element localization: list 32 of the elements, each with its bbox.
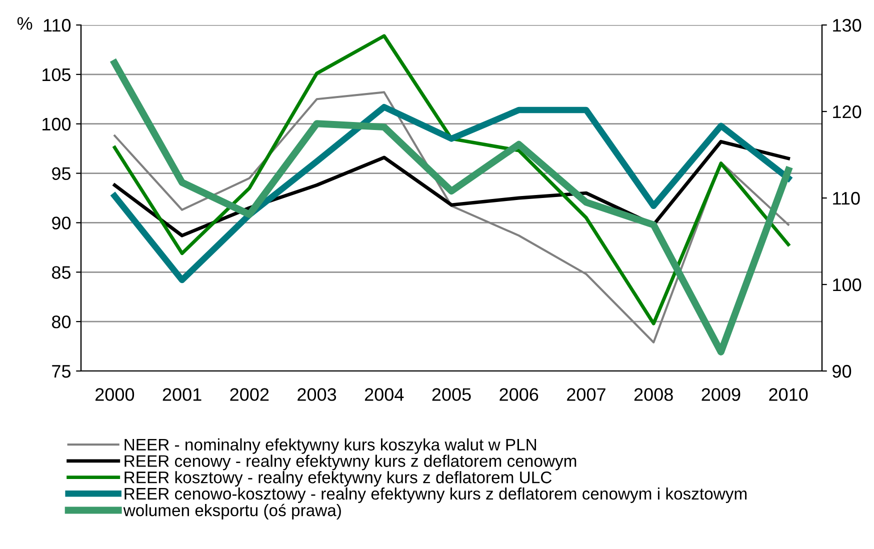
legend-label: REER kosztowy - realny efektywny kurs z deflatorem ULC — [124, 471, 552, 487]
y-axis-title: % — [17, 17, 32, 30]
x-tick-label: 2008 — [634, 388, 673, 401]
x-tick-label: 2009 — [702, 388, 740, 401]
x-tick-label: 2004 — [364, 388, 404, 401]
y-tick-label: 105 — [42, 68, 71, 82]
y2-tick-label: 100 — [833, 278, 862, 292]
x-tick-label: 2007 — [567, 388, 606, 401]
legend-label: wolumen eksportu (oś prawa) — [123, 504, 341, 520]
x-tick-label: 2005 — [432, 388, 471, 401]
x-tick-label: 2000 — [96, 388, 134, 401]
y-tick-label: 95 — [52, 167, 71, 180]
line-series — [114, 91, 790, 344]
y-tick-label: 85 — [52, 266, 71, 279]
line-series — [112, 34, 790, 326]
y-tick-label: 75 — [52, 365, 71, 378]
x-tick-label: 2003 — [298, 388, 336, 401]
y-tick-label: 90 — [52, 216, 71, 230]
y2-tick-label: 130 — [833, 18, 862, 32]
legend-label: REER cenowo-kosztowy - realny efektywny kurs z deflatorem cenowym i kosztowym — [124, 487, 747, 503]
y-tick-label: 80 — [52, 316, 71, 328]
x-tick-label: 2010 — [769, 388, 808, 401]
y2-tick-label: 110 — [833, 192, 860, 205]
x-tick-label: 2001 — [162, 388, 202, 401]
y-tick-label: 110 — [44, 18, 71, 32]
x-tick-label: 2002 — [230, 388, 269, 401]
y2-tick-label: 120 — [833, 105, 862, 118]
x-tick-label: 2006 — [500, 388, 538, 401]
y-tick-label: 100 — [42, 118, 71, 131]
legend-label: NEER - nominalny efektywny kurs koszyka walut w PLN — [124, 438, 536, 454]
legend-label: REER cenowy - realny efektywny kurs z deflatorem cenowym — [124, 454, 576, 470]
y2-tick-label: 90 — [832, 364, 852, 378]
